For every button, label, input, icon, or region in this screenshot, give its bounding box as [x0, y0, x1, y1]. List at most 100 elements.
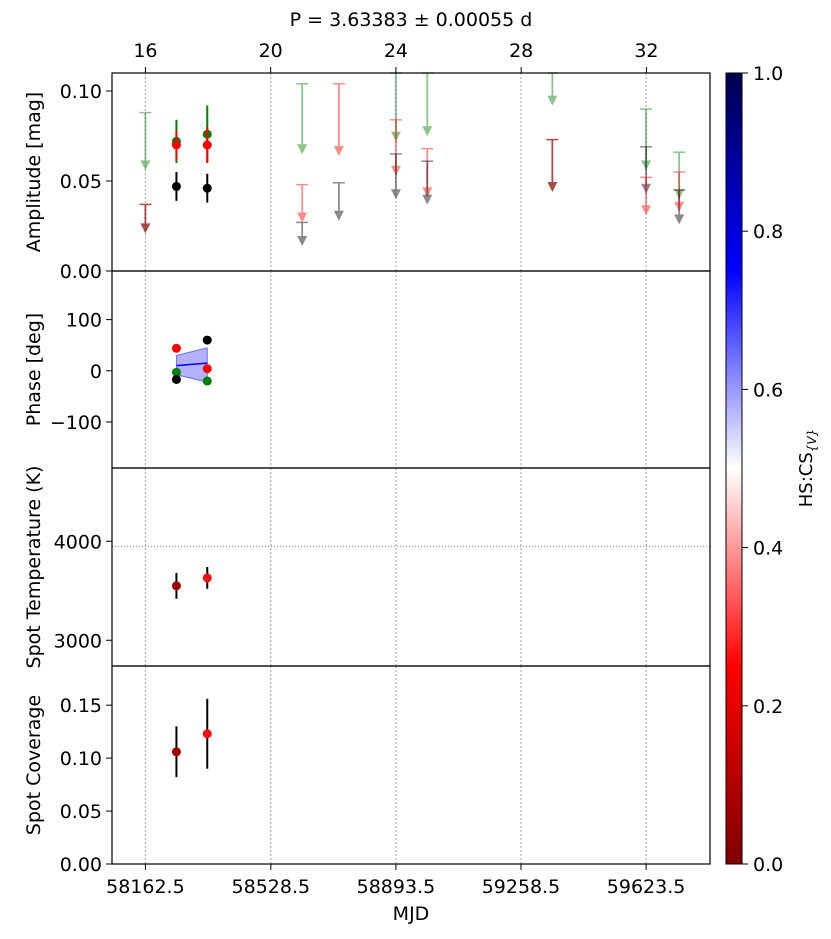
y-tick-label: 0.00: [60, 261, 102, 283]
top-tick-label: 16: [133, 40, 157, 62]
upper-limit-arrow: [640, 176, 653, 216]
data-point: [171, 181, 181, 191]
data-point: [171, 581, 181, 591]
panel-spot_coverage: 0.00 0.05 0.10 0.15 Spot Coverage: [23, 665, 711, 876]
data-point: [202, 573, 212, 583]
upper-limit-arrow: [640, 108, 653, 171]
upper-limit-head: [422, 194, 433, 205]
panel-spot_temperature: 3000 4000 Spot Temperature (K): [23, 466, 711, 669]
colorbar-gradient: [725, 72, 743, 865]
panel-frame: [111, 72, 711, 272]
x-tick-label: 59623.5: [607, 876, 686, 898]
x-axis-ticks: 58162.5 58528.5 58893.5 59258.5 59623.5: [106, 864, 685, 898]
upper-limit-arrow: [640, 146, 653, 194]
top-tick-label: 28: [509, 40, 533, 62]
colorbar-label-main: HS:CS: [796, 452, 817, 507]
upper-limit-arrow: [296, 221, 309, 246]
upper-limit-arrow: [546, 138, 559, 192]
data-point: [202, 140, 212, 150]
upper-limit-arrow: [332, 83, 345, 156]
y-tick-label: 3000: [54, 630, 102, 652]
upper-limit-head: [297, 212, 308, 223]
panel-frame: [111, 467, 711, 667]
data-point: [171, 374, 181, 384]
upper-limit-head: [674, 189, 685, 200]
upper-limit-arrow: [673, 189, 686, 225]
top-tick-label: 24: [384, 40, 408, 62]
y-axis-label: Amplitude [mag]: [23, 92, 45, 252]
x-tick-label: 58528.5: [232, 876, 311, 898]
upper-limit-head: [422, 126, 433, 137]
x-axis-label: MJD: [393, 903, 430, 925]
upper-limit-arrow: [139, 111, 152, 171]
y-axis-label: Spot Coverage: [23, 695, 45, 835]
upper-limit-arrow: [296, 83, 309, 155]
upper-limit-head: [140, 160, 151, 171]
upper-limit-head: [641, 183, 652, 194]
data-point: [202, 729, 212, 739]
y-tick-label: 0.10: [60, 81, 102, 103]
colorbar-tick-label: 0.2: [753, 696, 783, 718]
data-point: [202, 376, 212, 386]
upper-limit-arrow: [421, 72, 434, 137]
data-point: [202, 335, 212, 345]
upper-limit-arrow: [673, 171, 686, 212]
upper-limit-arrow: [673, 151, 686, 200]
y-axis-label: Spot Temperature (K): [23, 466, 45, 669]
upper-limit-arrow: [332, 182, 345, 221]
figure-title: P = 3.63383 ± 0.00055 d: [290, 9, 533, 31]
upper-limit-head: [333, 146, 344, 156]
colorbar-tick-label: 0.8: [753, 221, 783, 243]
upper-limit-arrow: [421, 147, 434, 198]
colorbar: 0.0 0.2 0.4 0.6 0.8 1.0 HS:CS{V}: [725, 63, 819, 876]
y-tick-label: 100: [66, 310, 102, 332]
colorbar-tick-label: 0.0: [753, 854, 783, 876]
panel-amplitude: 0.00 0.05 0.10 Amplitude [mag]: [23, 72, 711, 283]
x-tick-label: 59258.5: [482, 876, 561, 898]
top-axis-ticks: 16 20 24 28 32: [133, 40, 659, 73]
colorbar-label-sub: {V}: [805, 429, 819, 452]
y-tick-label: 0.05: [60, 801, 102, 823]
upper-limit-arrow: [421, 160, 434, 205]
y-tick-label: 0.05: [60, 171, 102, 193]
data-point: [171, 367, 181, 377]
x-tick-label: 58893.5: [357, 876, 436, 898]
data-point: [171, 747, 181, 757]
panel-frame: [111, 665, 711, 865]
colorbar-tick-label: 0.4: [753, 538, 783, 560]
upper-limit-head: [674, 214, 685, 225]
upper-limit-head: [547, 95, 558, 106]
phase-band-mid: [176, 362, 208, 367]
x-tick-label: 58162.5: [106, 876, 185, 898]
upper-limit-arrow: [296, 183, 309, 223]
upper-limit-head: [390, 131, 401, 142]
upper-limit-head: [547, 182, 558, 192]
upper-limit-head: [422, 187, 433, 198]
y-tick-label: 0.00: [60, 854, 102, 876]
upper-limit-arrow: [389, 119, 402, 176]
colorbar-label: HS:CS{V}: [796, 429, 819, 508]
y-tick-label: 4000: [54, 531, 102, 553]
upper-limit-head: [297, 236, 308, 246]
data-point: [202, 364, 212, 374]
data-point: [171, 140, 181, 150]
panel-phase: −100 0 100 Phase [deg]: [23, 270, 711, 469]
upper-limit-head: [641, 160, 652, 171]
upper-limit-head: [333, 210, 344, 221]
upper-limit-arrow: [139, 203, 152, 234]
y-axis-label: Phase [deg]: [23, 313, 45, 426]
upper-limit-head: [641, 205, 652, 216]
colorbar-ticks: 0.0 0.2 0.4 0.6 0.8 1.0: [742, 63, 783, 876]
panels: 0.00 0.05 0.10 Amplitude [mag] −100 0 100 Phase…: [23, 40, 711, 898]
upper-limit-arrow: [389, 153, 402, 200]
x-axis: MJD: [393, 903, 430, 925]
upper-limit-head: [390, 165, 401, 176]
data-point: [171, 343, 181, 353]
upper-limit-head: [297, 144, 308, 155]
upper-limit-arrow: [546, 72, 559, 106]
y-tick-label: −100: [50, 412, 102, 434]
data-point: [202, 183, 212, 193]
colorbar-tick-label: 0.6: [753, 379, 783, 401]
top-tick-label: 20: [259, 40, 283, 62]
